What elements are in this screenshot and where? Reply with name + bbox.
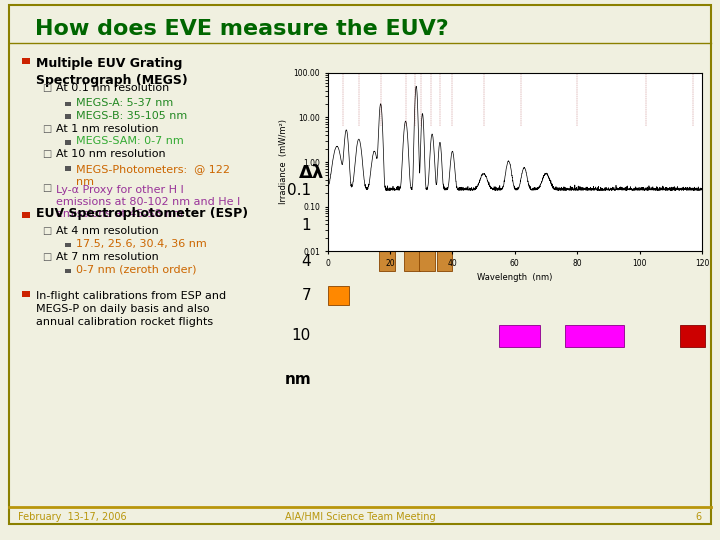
Text: Δλ: Δλ (298, 164, 324, 182)
Bar (328, 286, 349, 305)
Bar (65, 102, 71, 106)
Text: AIA/HMI Science Team Meeting: AIA/HMI Science Team Meeting (284, 512, 436, 522)
Text: 4: 4 (302, 254, 311, 269)
Bar (65, 269, 71, 273)
X-axis label: Wavelength  (nm): Wavelength (nm) (477, 273, 552, 282)
Bar (680, 325, 705, 347)
Text: 17.5, 25.6, 30.4, 36 nm: 17.5, 25.6, 30.4, 36 nm (76, 239, 207, 249)
Bar (22, 58, 30, 64)
Text: February  13-17, 2006: February 13-17, 2006 (18, 512, 127, 522)
Bar (22, 212, 30, 218)
Text: At 10 nm resolution: At 10 nm resolution (56, 150, 166, 159)
Text: □: □ (42, 183, 51, 193)
Text: □: □ (42, 83, 51, 93)
Bar (65, 243, 71, 247)
Bar (65, 166, 71, 171)
Text: In-flight calibrations from ESP and
MEGS-P on daily basis and also
annual calibr: In-flight calibrations from ESP and MEGS… (36, 291, 226, 327)
Bar (443, 180, 655, 200)
Text: □: □ (42, 226, 51, 236)
Bar (419, 249, 435, 271)
Text: At 0.1 nm resolution: At 0.1 nm resolution (56, 83, 169, 93)
Text: □: □ (42, 252, 51, 262)
Text: MEGS-B: 35-105 nm: MEGS-B: 35-105 nm (76, 111, 187, 120)
Bar (343, 180, 443, 200)
Text: At 7 nm resolution: At 7 nm resolution (56, 252, 159, 262)
Text: MEGS-A: 5-37 nm: MEGS-A: 5-37 nm (76, 98, 173, 107)
Text: 1: 1 (302, 218, 311, 233)
Text: How does EVE measure the EUV?: How does EVE measure the EUV? (35, 19, 449, 39)
Bar (379, 249, 395, 271)
Text: MEGS-Photometers:  @ 122
nm: MEGS-Photometers: @ 122 nm (76, 164, 230, 186)
Text: Multiple EUV Grating
Spectrograph (MEGS): Multiple EUV Grating Spectrograph (MEGS) (36, 57, 188, 87)
Y-axis label: Irradiance  (mW/m²): Irradiance (mW/m²) (279, 119, 288, 205)
Text: □: □ (42, 124, 51, 133)
Text: 7: 7 (302, 288, 311, 303)
Text: EUV Spectrophotometer (ESP): EUV Spectrophotometer (ESP) (36, 207, 248, 220)
Bar (499, 325, 540, 347)
Text: At 4 nm resolution: At 4 nm resolution (56, 226, 159, 236)
Text: 10: 10 (292, 328, 311, 343)
Text: nm: nm (284, 372, 311, 387)
Bar (405, 249, 420, 271)
Bar (437, 249, 452, 271)
Bar (65, 114, 71, 119)
Bar (65, 140, 71, 145)
Text: MEGS-SAM: 0-7 nm: MEGS-SAM: 0-7 nm (76, 137, 184, 146)
Bar (22, 292, 30, 297)
Text: □: □ (42, 150, 51, 159)
Text: 6: 6 (696, 512, 702, 522)
Text: 0-7 nm (zeroth order): 0-7 nm (zeroth order) (76, 265, 196, 275)
Bar (328, 215, 349, 235)
Text: At 1 nm resolution: At 1 nm resolution (56, 124, 159, 133)
Text: Ly-α Proxy for other H I
emissions at 80-102 nm and He I
emissions at 45-58 nm: Ly-α Proxy for other H I emissions at 80… (56, 185, 240, 219)
Bar (564, 325, 624, 347)
Text: 0.1: 0.1 (287, 183, 311, 198)
